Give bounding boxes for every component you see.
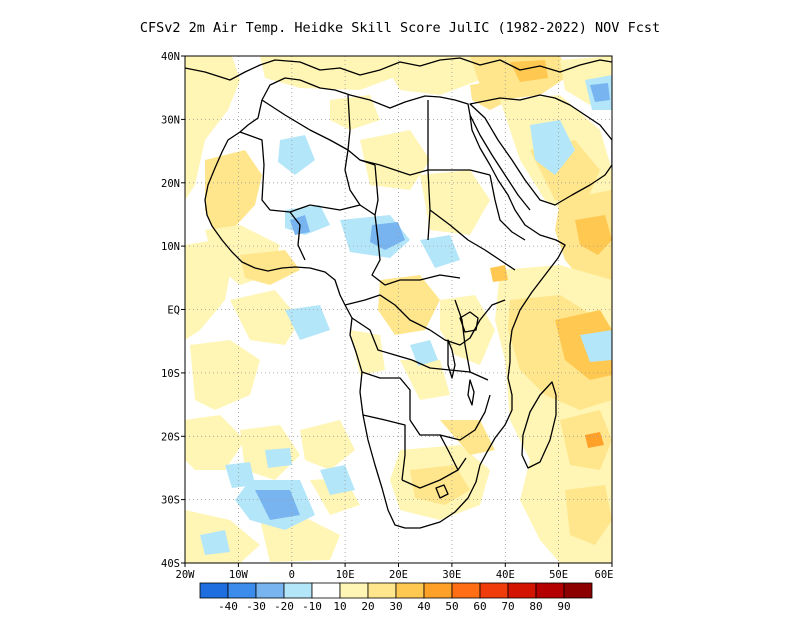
- latitude-labels: 40N 30N 20N 10N EQ 10S 20S 30S 40S: [161, 51, 180, 570]
- lat-label: 10N: [161, 241, 180, 253]
- colorbar: -40 -30 -20 -10 10 20 30 40 50 60 70 80 90: [199, 582, 593, 613]
- lat-label: 20S: [161, 431, 180, 443]
- colorbar-label: -20: [274, 600, 294, 613]
- lon-label: 20W: [176, 569, 196, 581]
- map-title: CFSv2 2m Air Temp. Heidke Skill Score Ju…: [139, 20, 661, 36]
- colorbar-label: 10: [333, 600, 346, 613]
- lon-label: 60E: [595, 569, 614, 581]
- lon-label: 40E: [496, 569, 515, 581]
- lat-label: 10S: [161, 368, 180, 380]
- longitude-labels: 20W 10W 0 10E 20E 30E 40E 50E 60E: [176, 569, 614, 581]
- colorbar-label: -30: [246, 600, 266, 613]
- lat-label: 40N: [161, 51, 180, 63]
- africa-coastlines: [185, 57, 612, 529]
- colorbar-swatch: [311, 582, 341, 599]
- colorbar-swatch: [283, 582, 313, 599]
- colorbar-label: 70: [501, 600, 514, 613]
- colorbar-label: -10: [302, 600, 322, 613]
- colorbar-swatch: [255, 582, 285, 599]
- lon-label: 20E: [389, 569, 408, 581]
- colorbar-swatch: [535, 582, 565, 599]
- colorbar-label: 40: [417, 600, 430, 613]
- colorbar-label: 30: [389, 600, 402, 613]
- colorbar-swatch: [479, 582, 509, 599]
- map-gridlines: [185, 56, 612, 563]
- colorbar-label: 60: [473, 600, 486, 613]
- colorbar-swatch: [563, 582, 593, 599]
- colorbar-label: -40: [218, 600, 238, 613]
- colorbar-label: 80: [529, 600, 542, 613]
- colorbar-swatch: [395, 582, 425, 599]
- lat-label: EQ: [167, 305, 180, 317]
- colorbar-swatch: [507, 582, 537, 599]
- lon-label: 0: [289, 569, 295, 581]
- colorbar-swatch: [227, 582, 257, 599]
- lat-label: 40S: [161, 558, 180, 570]
- colorbar-label: 20: [361, 600, 374, 613]
- lat-label: 20N: [161, 178, 180, 190]
- colorbar-swatch: [339, 582, 369, 599]
- colorbar-label: 90: [557, 600, 570, 613]
- lon-label: 30E: [442, 569, 461, 581]
- lat-label: 30S: [161, 495, 180, 507]
- axis-ticks: [181, 55, 613, 567]
- colorbar-swatch: [367, 582, 397, 599]
- lat-label: 30N: [161, 114, 180, 126]
- colorbar-swatch: [451, 582, 481, 599]
- lon-label: 10W: [229, 569, 249, 581]
- colorbar-label: 50: [445, 600, 458, 613]
- colorbar-swatch: [423, 582, 453, 599]
- lon-label: 50E: [549, 569, 568, 581]
- lon-label: 10E: [336, 569, 355, 581]
- colorbar-swatch: [199, 582, 229, 599]
